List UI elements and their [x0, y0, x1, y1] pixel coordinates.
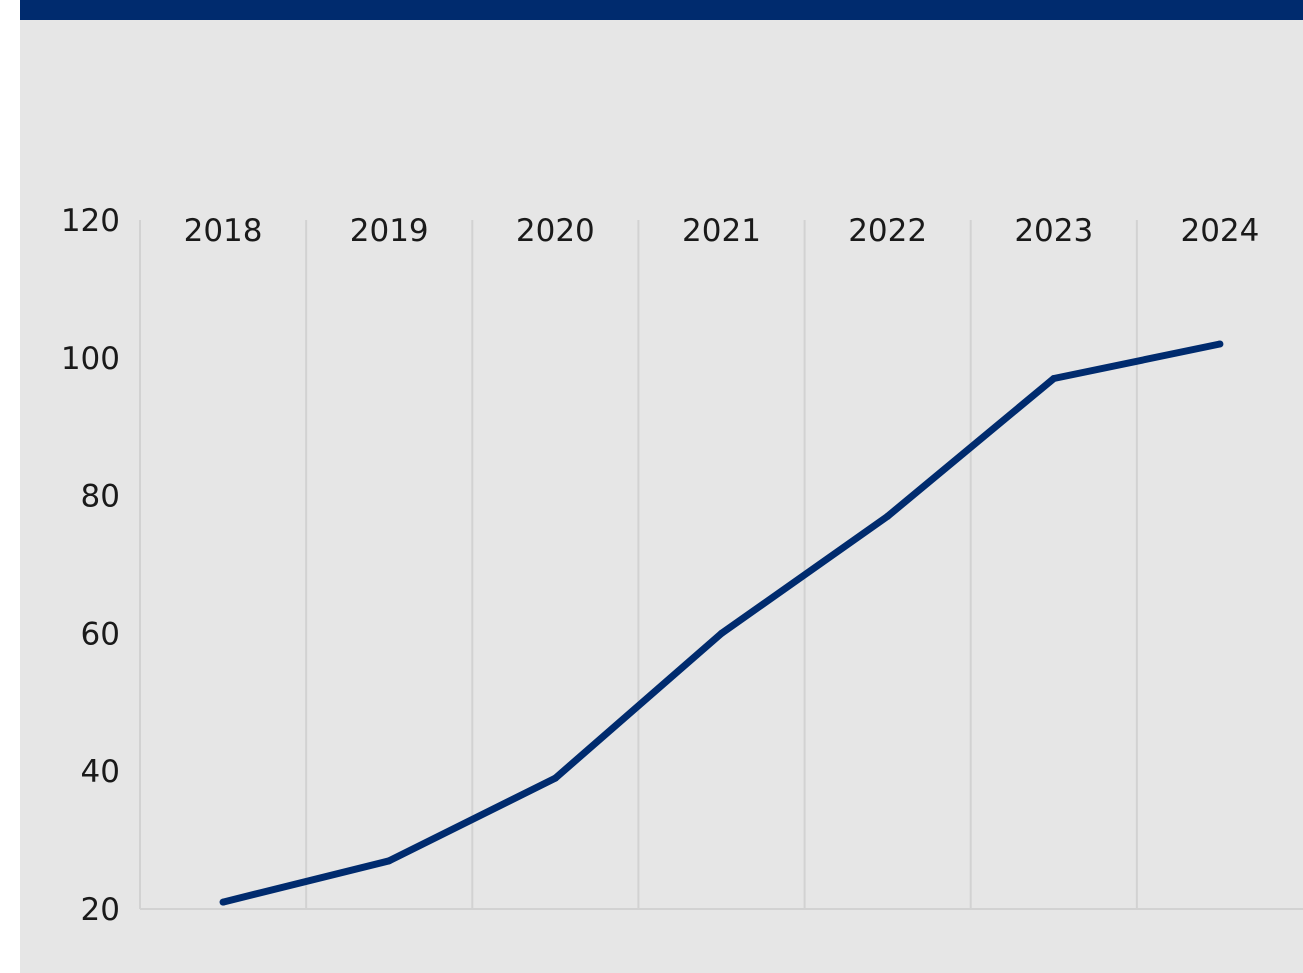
series-line	[222, 340, 1221, 906]
x-tick-label: 2020	[516, 213, 595, 249]
x-tick-label: 2024	[1180, 213, 1259, 249]
x-tick-label: 2018	[184, 213, 263, 249]
data-point	[1216, 340, 1224, 348]
top-band	[20, 0, 1303, 20]
data-point	[1050, 374, 1058, 382]
x-tick-label: 2023	[1014, 213, 1093, 249]
x-tick-label: 2019	[350, 213, 429, 249]
data-point	[219, 898, 227, 906]
y-tick-label: 40	[81, 754, 120, 790]
x-tick-label: 2021	[682, 213, 761, 249]
x-tick-label: 2022	[848, 213, 927, 249]
grid-lines	[139, 220, 1138, 909]
chart-background	[20, 0, 1303, 973]
series-group	[219, 340, 1224, 906]
data-point	[884, 512, 892, 520]
y-tick-label: 120	[61, 203, 120, 239]
y-tick-label: 100	[61, 341, 120, 377]
x-tick-labels: 2018 2019 2020 2021 2022 2023 2024	[184, 213, 1260, 249]
data-point	[385, 857, 393, 865]
data-point	[718, 629, 725, 637]
data-point	[551, 774, 559, 782]
y-tick-label: 80	[81, 479, 120, 515]
y-tick-labels: 120 100 80 60 40 20	[61, 203, 120, 928]
y-tick-label: 60	[81, 616, 120, 652]
y-tick-label: 20	[81, 892, 120, 928]
